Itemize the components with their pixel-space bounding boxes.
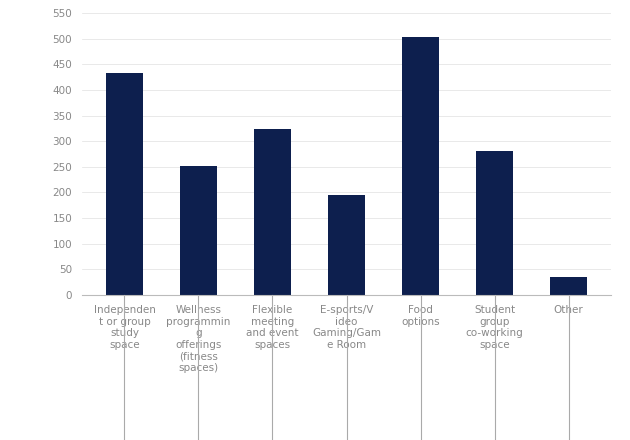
Bar [106, 73, 143, 295]
Bar [254, 129, 291, 295]
Bar [550, 277, 587, 295]
Bar [180, 166, 217, 295]
Bar [402, 37, 439, 295]
Bar [476, 151, 513, 295]
Bar [328, 195, 365, 295]
